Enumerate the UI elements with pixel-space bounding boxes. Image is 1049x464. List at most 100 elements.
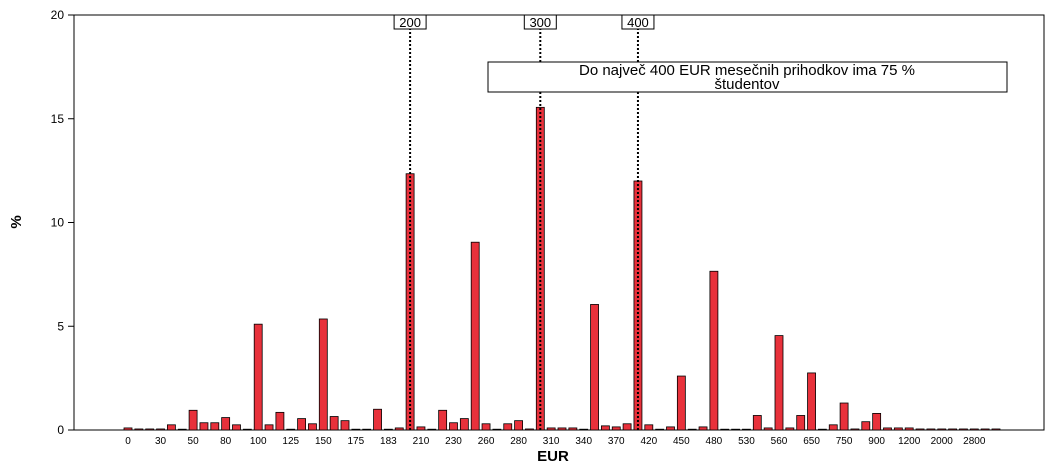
y-axis: 0 5 10 15 20 bbox=[51, 8, 74, 437]
bar bbox=[308, 423, 317, 431]
bar bbox=[253, 323, 263, 431]
bar bbox=[774, 335, 784, 431]
x-tick-label: 210 bbox=[413, 436, 430, 447]
annotation-line-2: študentov bbox=[714, 76, 780, 93]
bar bbox=[655, 428, 665, 431]
bar bbox=[948, 428, 957, 431]
x-tick-label: 900 bbox=[868, 436, 885, 447]
bar bbox=[492, 428, 502, 431]
x-tick-label: 450 bbox=[673, 436, 690, 447]
bar bbox=[991, 428, 1001, 431]
bar bbox=[340, 420, 350, 431]
bar bbox=[785, 427, 795, 431]
bar bbox=[525, 428, 534, 431]
bar bbox=[818, 428, 827, 431]
bar bbox=[731, 428, 740, 431]
bar bbox=[980, 428, 990, 431]
bar bbox=[568, 427, 578, 431]
bar bbox=[904, 427, 914, 431]
reference-label: 200 bbox=[399, 15, 421, 30]
x-tick-label: 30 bbox=[155, 436, 167, 447]
bar bbox=[601, 425, 610, 431]
bar bbox=[915, 428, 925, 431]
x-tick-label: 150 bbox=[315, 436, 332, 447]
bar bbox=[763, 427, 773, 431]
bar bbox=[166, 424, 176, 431]
y-tick-label: 20 bbox=[51, 8, 65, 22]
bar bbox=[275, 411, 285, 431]
bar bbox=[796, 415, 806, 431]
bar bbox=[839, 402, 849, 431]
bar bbox=[438, 409, 448, 431]
bar bbox=[687, 428, 697, 431]
bar bbox=[459, 418, 469, 431]
bar bbox=[514, 420, 523, 431]
reference-label: 400 bbox=[627, 15, 649, 30]
bar bbox=[145, 428, 155, 431]
bar bbox=[394, 427, 404, 431]
x-tick-label: 260 bbox=[478, 436, 495, 447]
reference-label-box bbox=[523, 14, 557, 30]
y-tick-label: 5 bbox=[57, 319, 64, 333]
x-tick-label: 420 bbox=[640, 436, 657, 447]
reference-label-box bbox=[393, 14, 427, 30]
bar bbox=[807, 372, 816, 431]
y-axis-title: % bbox=[8, 215, 25, 228]
bar bbox=[893, 427, 903, 431]
annotation-line-1: Do največ 400 EUR mesečnih prihodkov ima… bbox=[579, 62, 915, 79]
y-tick-label: 15 bbox=[51, 112, 65, 126]
x-tick-label: 0 bbox=[125, 436, 131, 447]
x-tick-label: 183 bbox=[380, 436, 397, 447]
bar bbox=[872, 412, 882, 431]
annotation-frame bbox=[487, 61, 1008, 93]
reference-label-box bbox=[621, 14, 655, 30]
bar bbox=[861, 421, 871, 431]
bar bbox=[210, 422, 220, 431]
bar bbox=[666, 426, 675, 431]
bar bbox=[351, 428, 361, 431]
x-tick-label: 650 bbox=[803, 436, 820, 447]
bar bbox=[752, 415, 762, 431]
x-tick-label: 480 bbox=[706, 436, 723, 447]
reference-label: 300 bbox=[529, 15, 551, 30]
bar bbox=[969, 428, 979, 431]
bar bbox=[221, 417, 231, 431]
bar bbox=[850, 428, 860, 431]
bar bbox=[644, 424, 654, 431]
bar bbox=[362, 428, 372, 431]
bar bbox=[883, 427, 892, 431]
bar bbox=[318, 318, 328, 431]
x-tick-label: 560 bbox=[771, 436, 788, 447]
bar bbox=[297, 418, 307, 431]
bar bbox=[503, 423, 513, 431]
bar bbox=[742, 428, 751, 431]
bar bbox=[579, 428, 589, 431]
x-tick-label: 280 bbox=[510, 436, 527, 447]
bar bbox=[828, 424, 838, 431]
bar bbox=[427, 428, 437, 431]
bar bbox=[199, 422, 209, 431]
bar bbox=[709, 270, 719, 431]
x-tick-label: 50 bbox=[188, 436, 200, 447]
x-tick-label: 530 bbox=[738, 436, 755, 447]
bar bbox=[926, 428, 936, 431]
bar bbox=[959, 428, 968, 431]
bar bbox=[373, 408, 382, 431]
x-tick-label: 2000 bbox=[931, 436, 954, 447]
x-tick-label: 175 bbox=[348, 436, 365, 447]
bar bbox=[449, 422, 458, 431]
bar bbox=[134, 428, 144, 431]
x-tick-label: 310 bbox=[543, 436, 560, 447]
bar bbox=[611, 426, 621, 431]
annotation-box: Do največ 400 EUR mesečnih prihodkov ima… bbox=[487, 61, 1008, 93]
bar bbox=[242, 428, 252, 431]
bar bbox=[590, 304, 599, 431]
x-tick-label: 2800 bbox=[963, 436, 986, 447]
bar bbox=[264, 424, 274, 431]
x-tick-label: 100 bbox=[250, 436, 267, 447]
x-tick-label: 1200 bbox=[898, 436, 921, 447]
bars bbox=[123, 106, 1001, 431]
bar bbox=[286, 428, 296, 431]
x-tick-label: 125 bbox=[282, 436, 299, 447]
x-axis-title: EUR bbox=[537, 448, 569, 464]
